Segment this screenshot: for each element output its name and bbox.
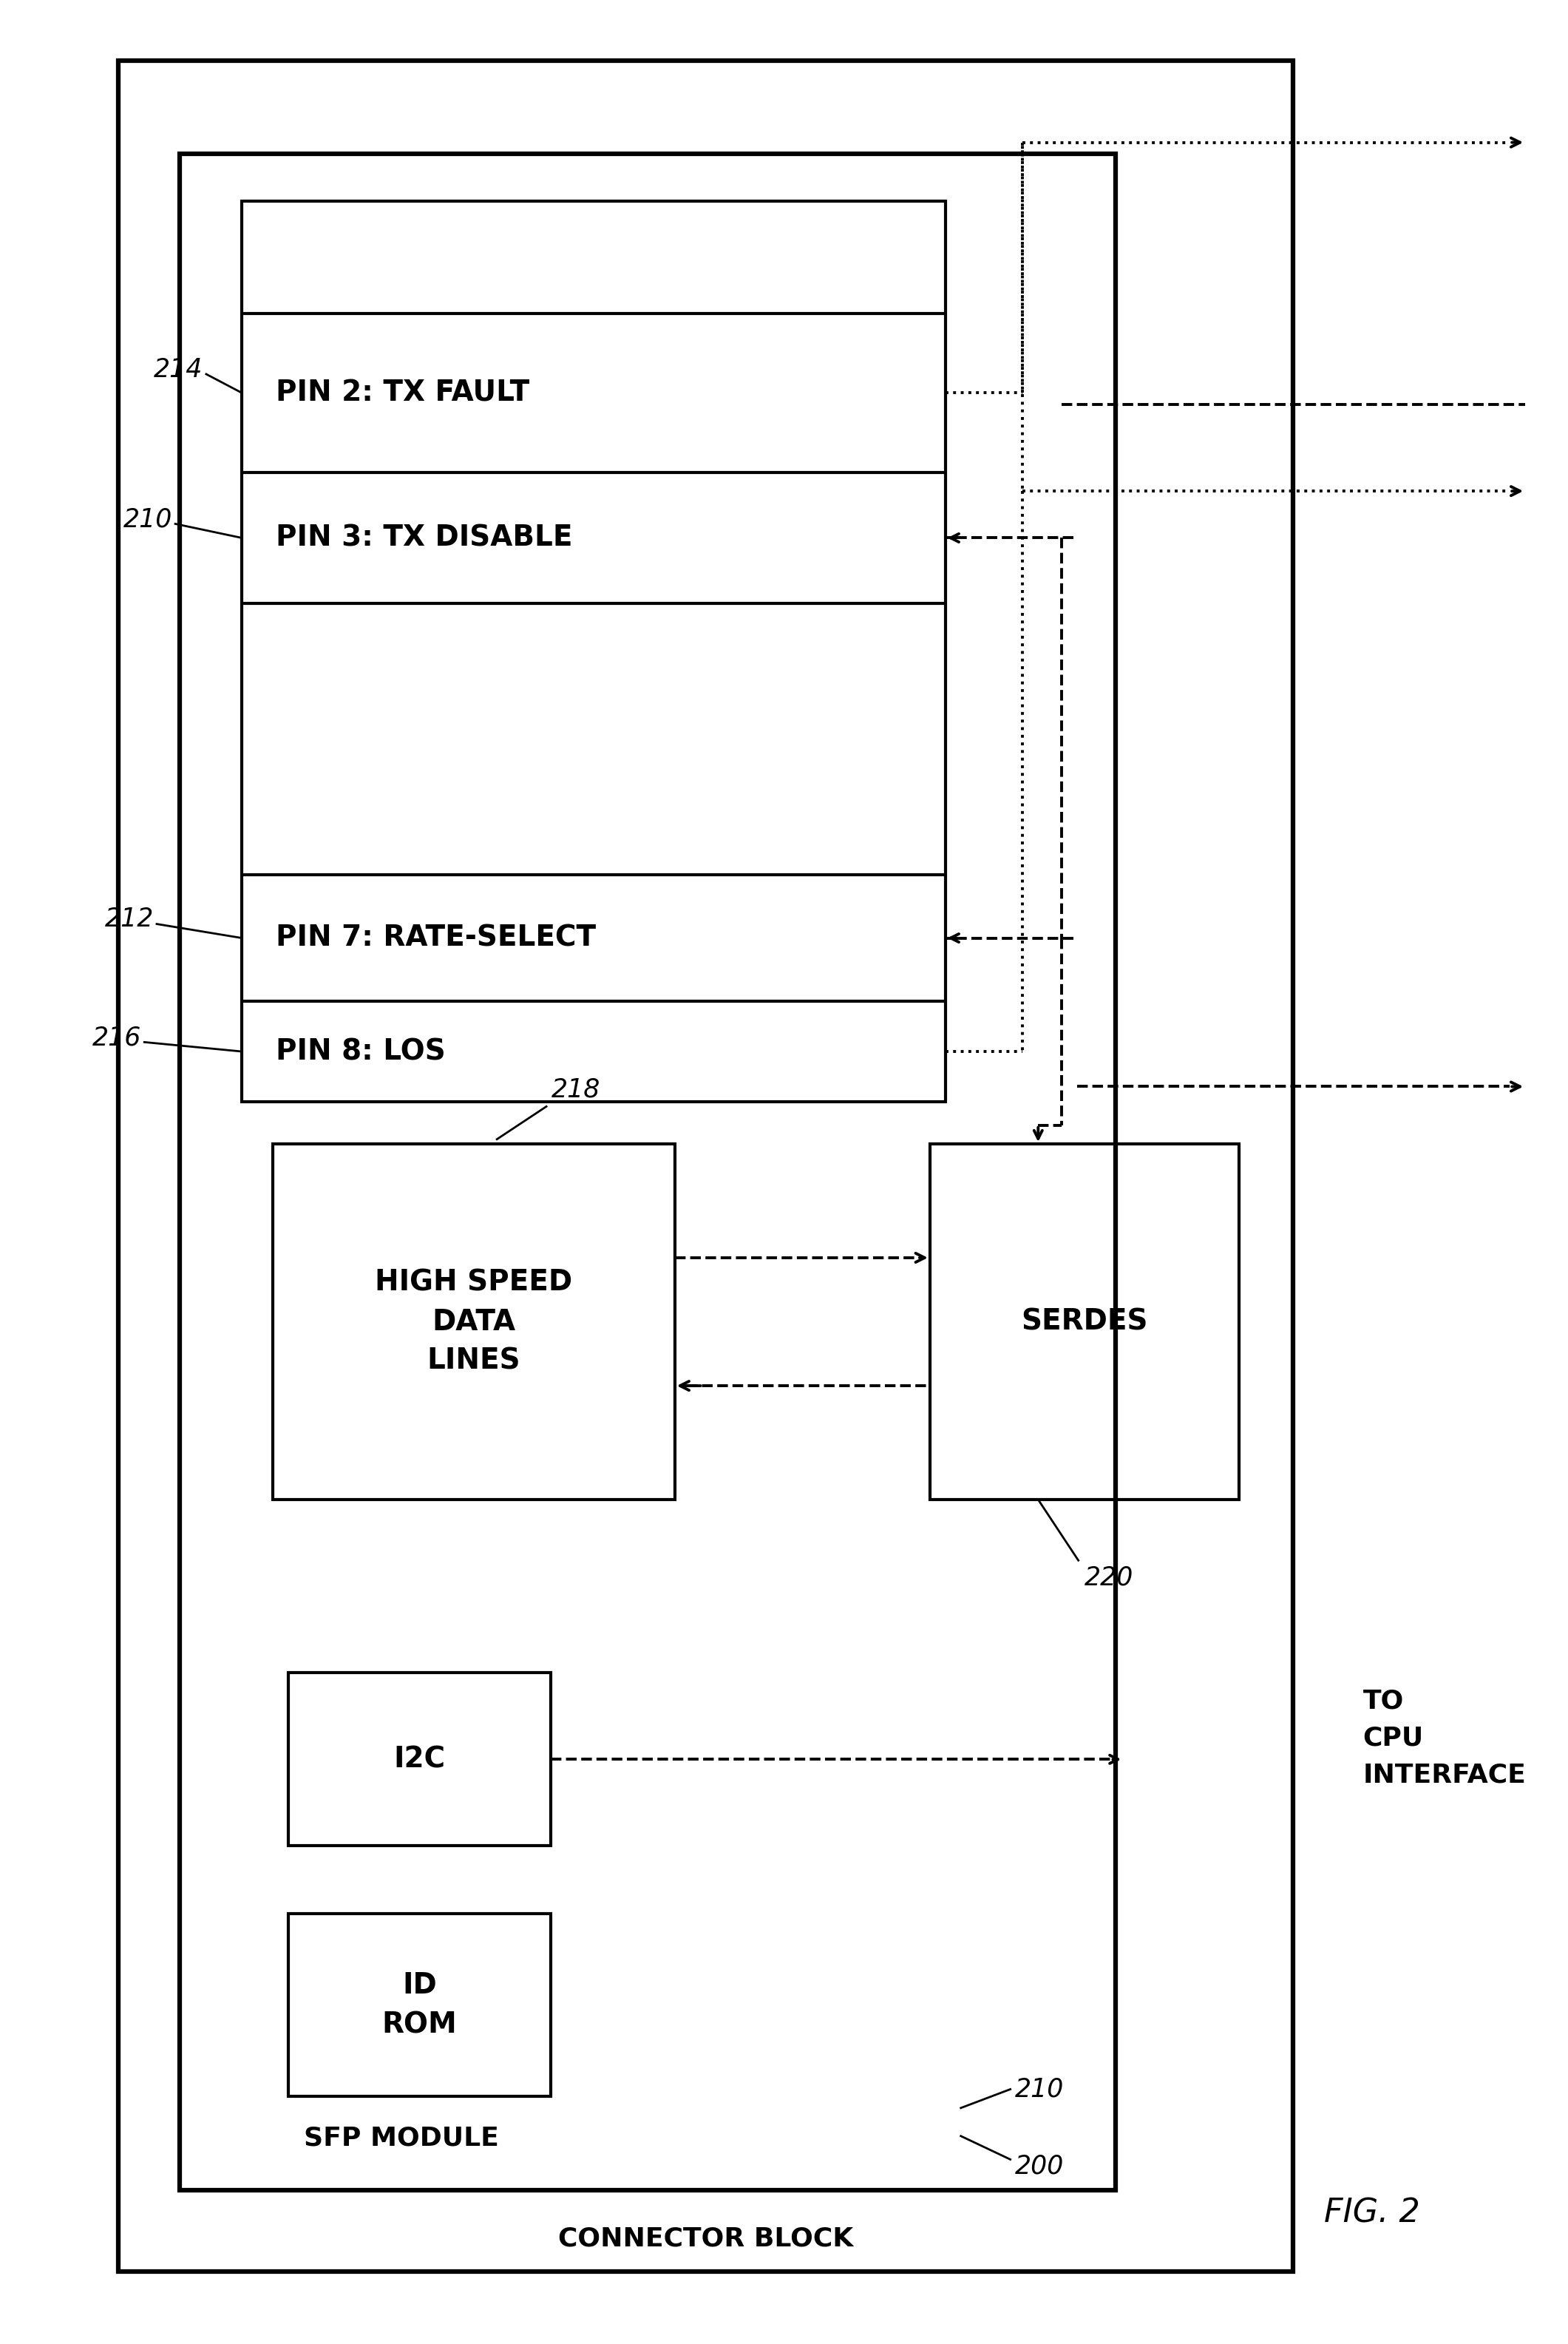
Text: CONNECTOR BLOCK: CONNECTOR BLOCK — [558, 2227, 853, 2253]
Text: 214: 214 — [154, 356, 204, 382]
Text: 218: 218 — [550, 1076, 601, 1102]
Bar — [241, 202, 946, 1102]
Text: 210: 210 — [124, 506, 172, 532]
Bar — [118, 61, 1294, 2271]
Text: SFP MODULE: SFP MODULE — [304, 2126, 499, 2152]
Text: 200: 200 — [1014, 2154, 1065, 2180]
Text: ID
ROM: ID ROM — [383, 1971, 458, 2039]
Text: HIGH SPEED
DATA
LINES: HIGH SPEED DATA LINES — [375, 1268, 572, 1376]
Text: PIN 8: LOS: PIN 8: LOS — [276, 1038, 445, 1067]
Text: 220: 220 — [1085, 1566, 1134, 1589]
Bar — [930, 1144, 1239, 1500]
Text: SERDES: SERDES — [1021, 1308, 1148, 1336]
Text: FIG. 2: FIG. 2 — [1325, 2196, 1421, 2229]
Text: 212: 212 — [105, 907, 154, 933]
Text: 210: 210 — [1014, 2077, 1065, 2103]
Text: I2C: I2C — [394, 1746, 445, 1774]
Bar — [289, 1674, 550, 1845]
Text: PIN 7: RATE-SELECT: PIN 7: RATE-SELECT — [276, 924, 596, 952]
Text: TO
CPU
INTERFACE: TO CPU INTERFACE — [1363, 1688, 1526, 1788]
Bar — [289, 1913, 550, 2096]
Text: 216: 216 — [93, 1024, 141, 1050]
Bar — [273, 1144, 674, 1500]
Text: PIN 3: TX DISABLE: PIN 3: TX DISABLE — [276, 523, 572, 551]
Bar — [180, 155, 1115, 2189]
Text: PIN 2: TX FAULT: PIN 2: TX FAULT — [276, 380, 530, 408]
